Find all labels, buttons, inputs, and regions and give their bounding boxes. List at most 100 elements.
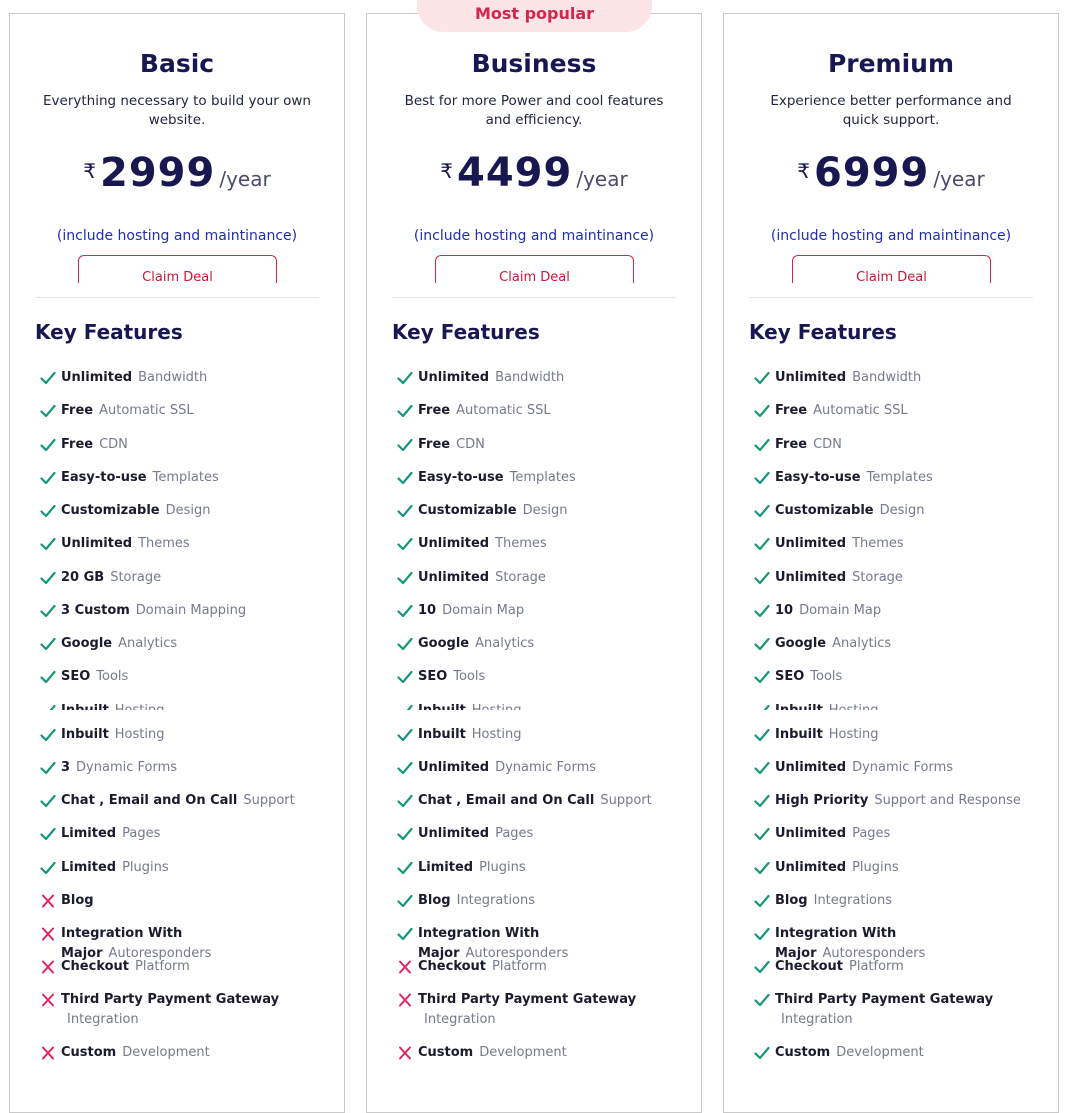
feature-text: Checkout Platform bbox=[61, 957, 334, 977]
check-icon bbox=[35, 758, 61, 775]
pricing-card-business: Business Best for more Power and cool fe… bbox=[366, 13, 702, 1113]
check-icon bbox=[749, 957, 775, 974]
feature-item: Free Automatic SSL bbox=[392, 401, 691, 421]
price-period: /year bbox=[576, 167, 628, 191]
feature-detail: Plugins bbox=[122, 860, 169, 875]
feature-text: Unlimited Bandwidth bbox=[775, 368, 1048, 388]
feature-item: Blog Integrations bbox=[749, 891, 1048, 911]
claim-deal-button[interactable]: Claim Deal bbox=[792, 255, 991, 285]
key-features-title: Key Features bbox=[749, 320, 897, 344]
feature-detail: Analytics bbox=[475, 636, 535, 651]
feature-text: Blog Integrations bbox=[418, 891, 691, 911]
feature-item: Free Automatic SSL bbox=[35, 401, 334, 421]
feature-text: Custom Development bbox=[775, 1043, 1048, 1063]
feature-item: Unlimited Pages bbox=[749, 824, 1048, 844]
check-icon bbox=[749, 701, 775, 710]
feature-text: Custom Development bbox=[418, 1043, 691, 1063]
feature-highlight: SEO bbox=[775, 669, 805, 684]
feature-detail: Themes bbox=[495, 536, 547, 551]
feature-detail: Design bbox=[879, 503, 925, 518]
feature-item: Checkout Platform bbox=[392, 957, 691, 977]
feature-highlight: Checkout bbox=[775, 959, 844, 974]
feature-text: SEO Tools bbox=[418, 667, 691, 687]
feature-item: Custom Development bbox=[392, 1043, 691, 1063]
feature-item: Free CDN bbox=[392, 435, 691, 455]
check-icon bbox=[392, 401, 418, 418]
check-icon bbox=[749, 791, 775, 808]
cross-icon bbox=[392, 1043, 418, 1060]
feature-detail: Analytics bbox=[832, 636, 892, 651]
feature-highlight: Custom bbox=[775, 1045, 831, 1060]
feature-detail: Themes bbox=[852, 536, 904, 551]
feature-item: Inbuilt Hosting bbox=[392, 725, 691, 745]
feature-highlight: Third Party Payment Gateway bbox=[775, 992, 994, 1007]
feature-text: Inbuilt Hosting bbox=[775, 701, 1048, 710]
feature-detail: Support bbox=[243, 793, 295, 808]
feature-detail: Tools bbox=[810, 669, 843, 684]
feature-item: Limited Pages bbox=[35, 824, 334, 844]
check-icon bbox=[392, 791, 418, 808]
feature-item: Blog bbox=[35, 891, 334, 911]
feature-highlight: Chat , Email and On Call bbox=[418, 793, 595, 808]
feature-item: Unlimited Plugins bbox=[749, 858, 1048, 878]
feature-text: Checkout Platform bbox=[418, 957, 691, 977]
feature-text: Limited Plugins bbox=[418, 858, 691, 878]
feature-detail: Dynamic Forms bbox=[852, 760, 954, 775]
key-features-title: Key Features bbox=[392, 320, 540, 344]
feature-highlight: Custom bbox=[61, 1045, 117, 1060]
feature-text: Unlimited Bandwidth bbox=[61, 368, 334, 388]
feature-item: Free CDN bbox=[749, 435, 1048, 455]
feature-highlight: Integration With Major bbox=[418, 926, 540, 961]
check-icon bbox=[392, 501, 418, 518]
feature-text: Unlimited Themes bbox=[61, 534, 334, 554]
feature-highlight: Google bbox=[61, 636, 113, 651]
feature-detail: CDN bbox=[813, 437, 842, 452]
feature-highlight: Unlimited bbox=[775, 570, 847, 585]
feature-text: 3 Custom Domain Mapping bbox=[61, 601, 334, 621]
feature-detail: CDN bbox=[99, 437, 128, 452]
feature-text: Unlimited Themes bbox=[775, 534, 1048, 554]
feature-text: 3 Dynamic Forms bbox=[61, 758, 334, 778]
currency-symbol: ₹ bbox=[440, 159, 454, 183]
feature-item: Inbuilt Hosting bbox=[35, 725, 334, 745]
feature-item: Limited Plugins bbox=[35, 858, 334, 878]
feature-text: Free Automatic SSL bbox=[775, 401, 1048, 421]
feature-item: Unlimited Bandwidth bbox=[392, 368, 691, 388]
feature-text: Customizable Design bbox=[775, 501, 1048, 521]
feature-highlight: Free bbox=[775, 437, 808, 452]
claim-deal-button[interactable]: Claim Deal bbox=[435, 255, 634, 285]
feature-text: Unlimited Dynamic Forms bbox=[775, 758, 1048, 778]
price-amount: 6999 bbox=[814, 150, 930, 196]
feature-item: Inbuilt Hosting bbox=[749, 725, 1048, 745]
feature-text: SEO Tools bbox=[61, 667, 334, 687]
check-icon bbox=[392, 601, 418, 618]
feature-highlight: Third Party Payment Gateway bbox=[61, 992, 280, 1007]
feature-item: Integration With Major Autoresponders bbox=[392, 924, 691, 964]
feature-text: SEO Tools bbox=[775, 667, 1048, 687]
feature-highlight: Blog bbox=[61, 893, 94, 908]
feature-detail: Integration bbox=[424, 1012, 496, 1027]
check-icon bbox=[749, 368, 775, 385]
plan-name: Business bbox=[471, 49, 597, 78]
feature-detail: Domain Map bbox=[442, 603, 525, 618]
feature-item: 3 Dynamic Forms bbox=[35, 758, 334, 778]
plan-name: Premium bbox=[827, 49, 955, 78]
feature-detail: Templates bbox=[152, 470, 219, 485]
feature-detail: Design bbox=[165, 503, 211, 518]
check-icon bbox=[392, 725, 418, 742]
price-amount: 2999 bbox=[100, 150, 216, 196]
feature-item: High Priority Support and Response bbox=[749, 791, 1048, 811]
feature-detail: Themes bbox=[138, 536, 190, 551]
plan-description: Experience better performance and quick … bbox=[770, 93, 1012, 128]
feature-text: Customizable Design bbox=[418, 501, 691, 521]
feature-text: Free CDN bbox=[775, 435, 1048, 455]
check-icon bbox=[35, 568, 61, 585]
feature-detail: Support and Response bbox=[874, 793, 1021, 808]
feature-item: Chat , Email and On Call Support bbox=[392, 791, 691, 811]
feature-highlight: Easy-to-use bbox=[775, 470, 861, 485]
feature-item: Unlimited Bandwidth bbox=[749, 368, 1048, 388]
currency-symbol: ₹ bbox=[797, 159, 811, 183]
claim-deal-button[interactable]: Claim Deal bbox=[78, 255, 277, 285]
feature-item: Unlimited Themes bbox=[749, 534, 1048, 554]
feature-detail: Hosting bbox=[114, 727, 165, 742]
